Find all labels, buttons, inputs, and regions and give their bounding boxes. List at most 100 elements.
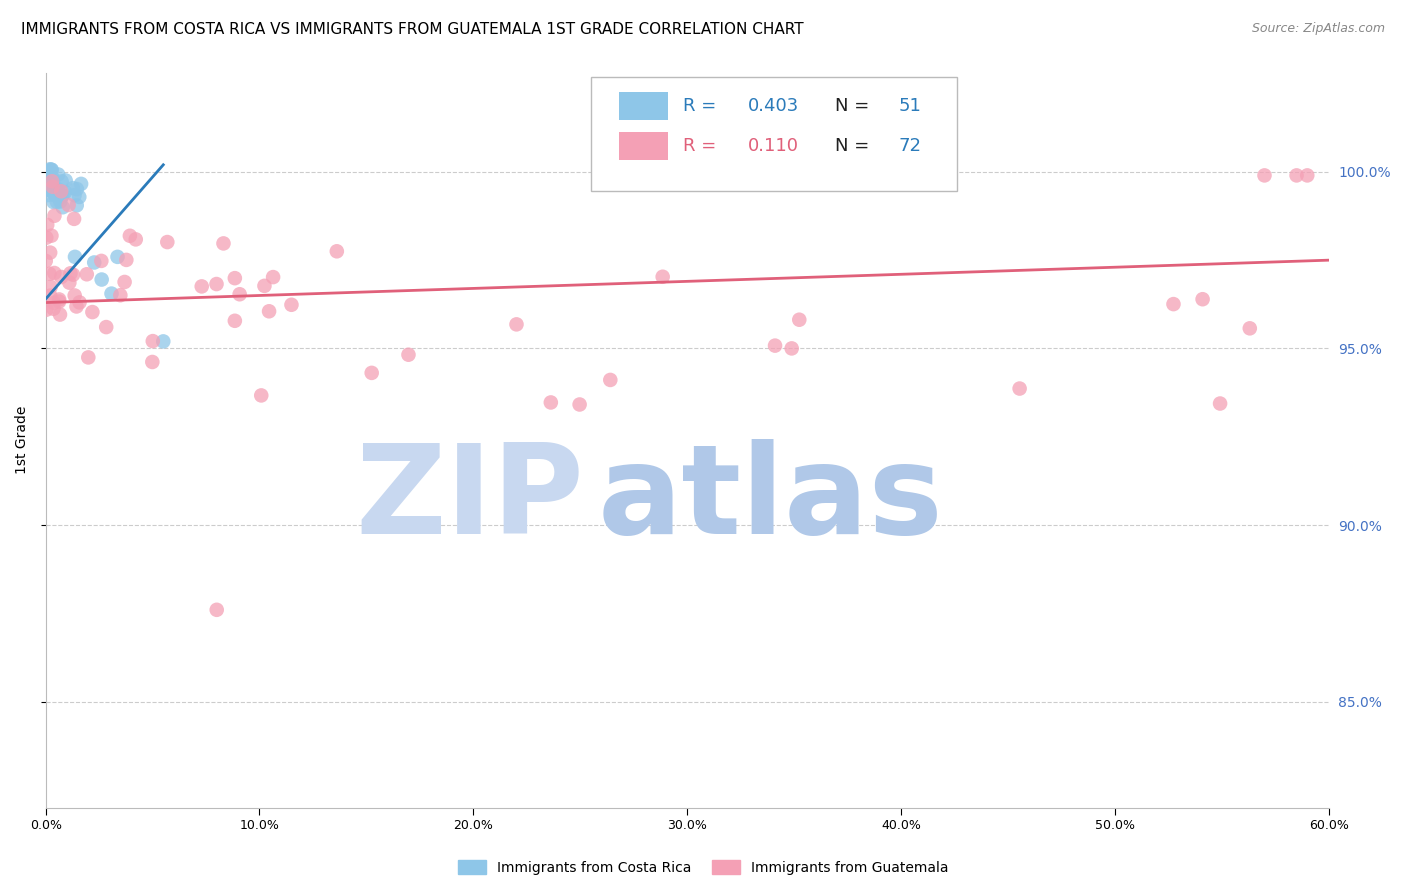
Point	[41, 173, 63, 187]
Point	[280, 298, 302, 312]
Point	[37, 188, 59, 202]
Point	[142, 334, 165, 348]
Point	[780, 342, 803, 356]
Point	[253, 278, 276, 293]
Point	[52, 188, 75, 202]
Point	[53, 185, 76, 199]
Point	[63, 250, 86, 264]
FancyBboxPatch shape	[591, 77, 956, 191]
Y-axis label: 1st Grade: 1st Grade	[15, 406, 30, 475]
Point	[96, 320, 118, 334]
Point	[1253, 169, 1275, 183]
Point	[1191, 292, 1213, 306]
Point	[118, 228, 141, 243]
FancyBboxPatch shape	[619, 92, 668, 120]
Point	[45, 188, 67, 202]
Point	[62, 181, 84, 195]
Point	[55, 173, 77, 187]
Point	[763, 338, 786, 352]
Point	[44, 209, 66, 223]
Point	[70, 177, 93, 191]
Point	[69, 295, 91, 310]
Point	[63, 288, 86, 302]
Point	[45, 182, 67, 196]
Point	[125, 232, 148, 246]
Point	[1285, 169, 1308, 183]
Point	[205, 603, 228, 617]
Text: Source: ZipAtlas.com: Source: ZipAtlas.com	[1251, 22, 1385, 36]
Point	[41, 228, 63, 243]
Point	[59, 266, 82, 280]
Point	[46, 168, 69, 182]
Point	[63, 188, 86, 202]
Point	[46, 182, 69, 196]
Point	[38, 181, 60, 195]
Text: atlas: atlas	[598, 439, 943, 559]
Text: N =: N =	[835, 137, 875, 155]
Point	[83, 255, 105, 269]
Point	[39, 162, 62, 177]
Point	[39, 280, 62, 294]
Point	[66, 182, 89, 196]
Point	[262, 270, 284, 285]
Point	[360, 366, 382, 380]
Point	[141, 355, 163, 369]
Point	[505, 318, 527, 332]
Point	[51, 187, 73, 202]
Point	[35, 167, 58, 181]
Point	[540, 395, 562, 409]
Point	[1008, 382, 1031, 396]
Point	[1163, 297, 1185, 311]
Point	[38, 183, 60, 197]
Text: 72: 72	[898, 137, 922, 155]
Point	[41, 174, 63, 188]
Point	[51, 269, 73, 284]
Point	[107, 250, 129, 264]
Text: IMMIGRANTS FROM COSTA RICA VS IMMIGRANTS FROM GUATEMALA 1ST GRADE CORRELATION CH: IMMIGRANTS FROM COSTA RICA VS IMMIGRANTS…	[21, 22, 804, 37]
Point	[250, 388, 273, 402]
Point	[35, 173, 58, 187]
Point	[41, 162, 63, 177]
Point	[787, 312, 810, 326]
Point	[90, 272, 112, 286]
Point	[114, 275, 136, 289]
Point	[37, 171, 59, 186]
Point	[228, 287, 250, 301]
Point	[38, 162, 60, 177]
Text: ZIP: ZIP	[356, 439, 585, 559]
Point	[62, 268, 84, 282]
Point	[66, 198, 89, 212]
Point	[42, 295, 65, 310]
Point	[35, 174, 58, 188]
Point	[115, 252, 138, 267]
Point	[156, 235, 179, 249]
Point	[63, 211, 86, 226]
Point	[90, 253, 112, 268]
Point	[44, 181, 66, 195]
Point	[599, 373, 621, 387]
Point	[44, 187, 66, 202]
Point	[37, 169, 59, 183]
Point	[48, 293, 70, 307]
Point	[1209, 396, 1232, 410]
Point	[35, 253, 58, 268]
Point	[44, 266, 66, 280]
Point	[42, 195, 65, 210]
Point	[41, 179, 63, 194]
Point	[39, 245, 62, 260]
Text: 51: 51	[898, 97, 922, 115]
Point	[398, 348, 420, 362]
Point	[35, 302, 58, 317]
Text: R =: R =	[683, 97, 723, 115]
Point	[212, 236, 235, 251]
Point	[38, 170, 60, 185]
Point	[110, 288, 132, 302]
Point	[39, 288, 62, 302]
Text: N =: N =	[835, 97, 875, 115]
Point	[49, 308, 72, 322]
Point	[45, 186, 67, 201]
Point	[224, 271, 246, 285]
Text: R =: R =	[683, 137, 728, 155]
Point	[39, 175, 62, 189]
Point	[100, 286, 122, 301]
